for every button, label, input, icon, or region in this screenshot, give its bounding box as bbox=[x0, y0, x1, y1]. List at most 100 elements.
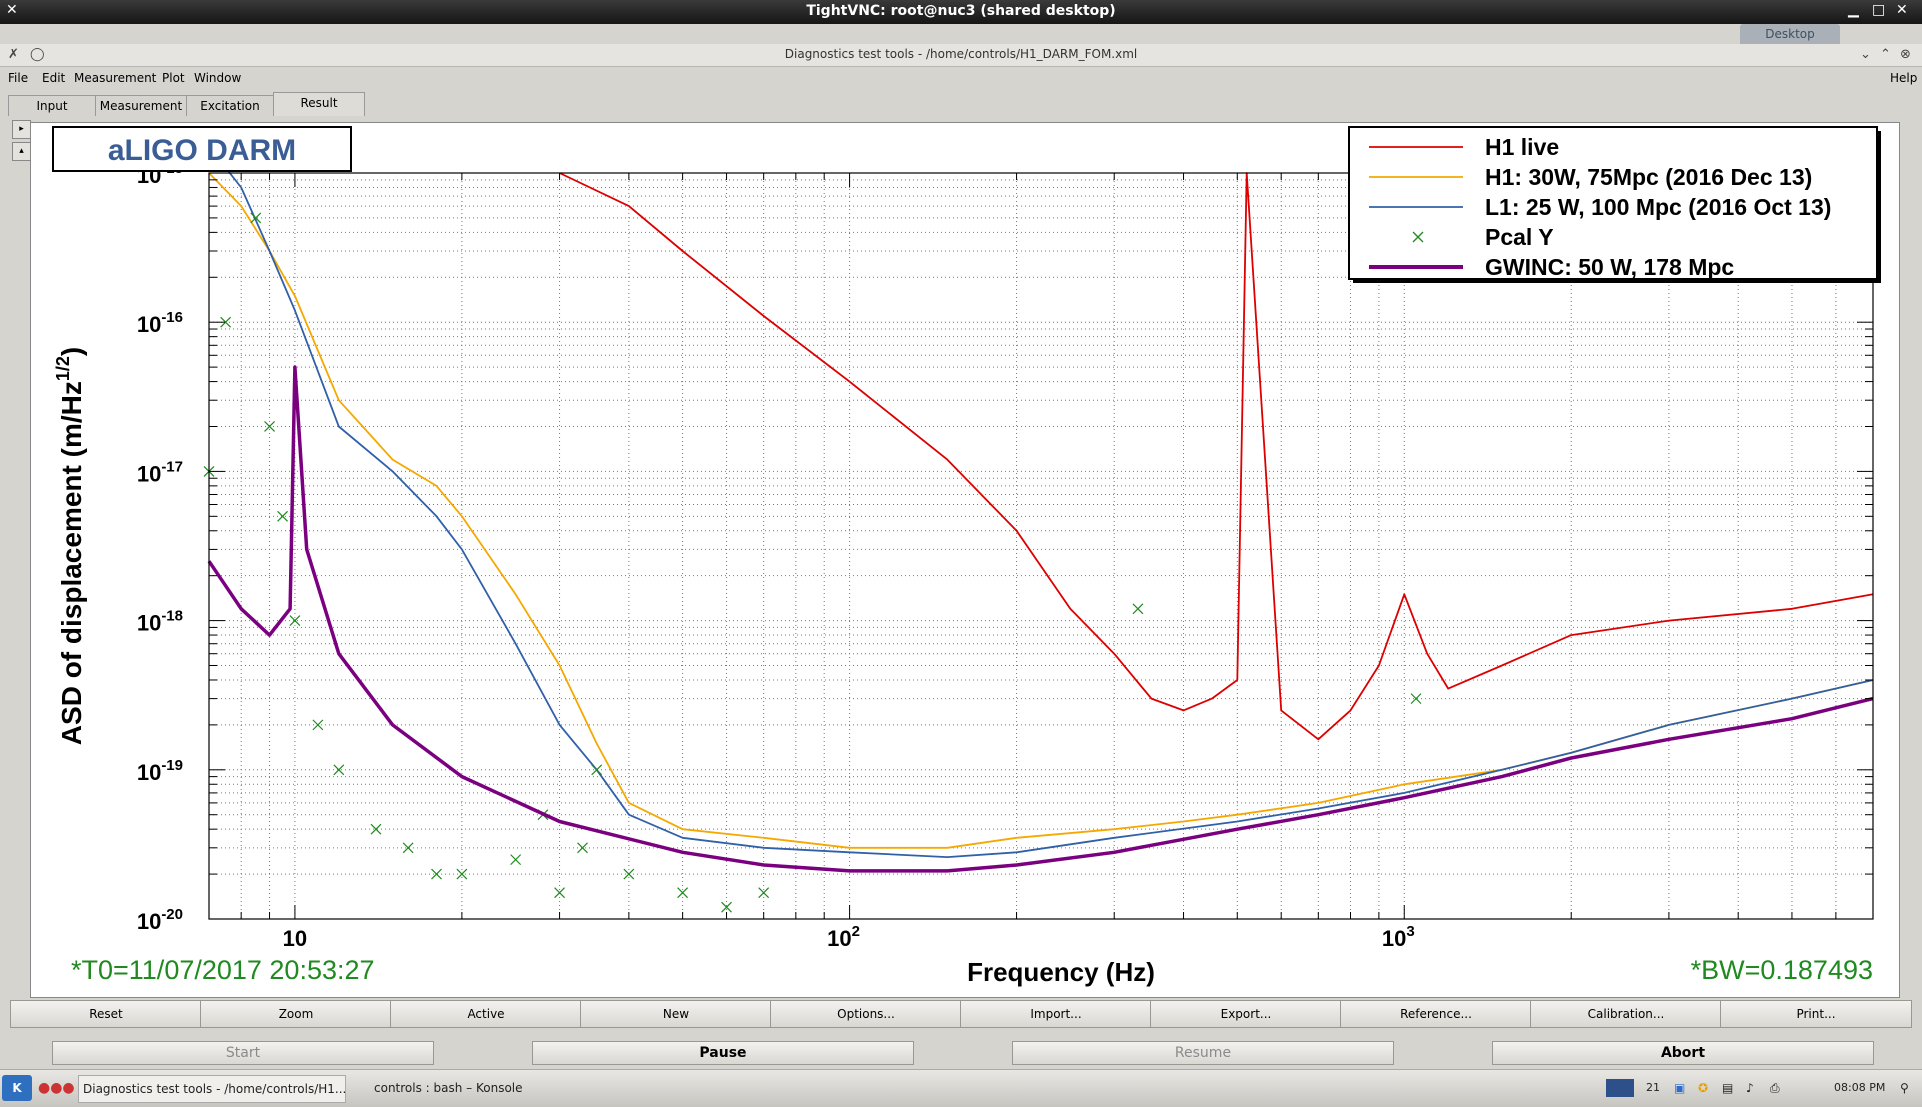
new-button[interactable]: New bbox=[580, 1000, 772, 1028]
x-axis-label: Frequency (Hz) bbox=[967, 957, 1155, 987]
collapse-up-icon[interactable]: ▴ bbox=[12, 142, 31, 161]
clipboard-icon[interactable]: ▤ bbox=[1722, 1081, 1734, 1095]
printer-icon[interactable]: ⎙ bbox=[1770, 1081, 1780, 1095]
active-button[interactable]: Active bbox=[390, 1000, 582, 1028]
pcal-marker bbox=[1132, 603, 1144, 615]
resume-button[interactable]: Resume bbox=[1012, 1041, 1394, 1065]
pcal-marker bbox=[250, 212, 262, 224]
pcal-marker bbox=[510, 854, 522, 866]
plot-frame bbox=[208, 172, 1874, 920]
network-icon[interactable]: ▣ bbox=[1674, 1081, 1686, 1095]
tab-excitation[interactable]: Excitation bbox=[186, 95, 274, 116]
pcal-marker-stroke bbox=[431, 868, 442, 880]
maximize-icon[interactable]: □ bbox=[1872, 2, 1886, 18]
pcal-marker bbox=[456, 868, 468, 880]
import-button[interactable]: Import... bbox=[960, 1000, 1152, 1028]
show-desktop-icon[interactable]: ⚲ bbox=[1900, 1081, 1909, 1095]
start-button[interactable]: Start bbox=[52, 1041, 434, 1065]
close-icon[interactable]: ✕ bbox=[1896, 2, 1908, 18]
pcal-marker bbox=[721, 901, 732, 913]
legend: H1 live H1: 30W, 75Mpc (2016 Dec 13) L1: 2… bbox=[1348, 126, 1881, 283]
menu-edit[interactable]: Edit bbox=[42, 71, 66, 85]
run-control-buttons: Start Pause Resume Abort bbox=[52, 1041, 1874, 1065]
options-button[interactable]: Options... bbox=[770, 1000, 962, 1028]
kde-menu-icon[interactable]: K bbox=[2, 1075, 32, 1101]
side-arrows: ▸ ▴ bbox=[12, 120, 31, 164]
pcal-marker bbox=[264, 421, 275, 432]
legend-label: GWINC: 50 W, 178 Mpc bbox=[1485, 254, 1734, 280]
pcal-marker bbox=[554, 887, 565, 899]
x-tick-label: 103 bbox=[1382, 923, 1415, 951]
title-box: aLIGO DARM bbox=[52, 126, 352, 172]
menu-plot[interactable]: Plot bbox=[162, 71, 185, 85]
menu-help[interactable]: Help bbox=[1890, 71, 1918, 85]
pcal-marker-stroke bbox=[289, 615, 301, 627]
taskbar: K ●●● Diagnostics test tools - /home/con… bbox=[0, 1069, 1922, 1107]
pcal-marker-stroke bbox=[510, 854, 522, 866]
tab-result[interactable]: Result bbox=[273, 92, 365, 116]
tab-measurement[interactable]: Measurement bbox=[95, 95, 187, 116]
reference-button[interactable]: Reference... bbox=[1340, 1000, 1532, 1028]
legend-marker bbox=[1412, 231, 1424, 243]
legend-label: Pcal Y bbox=[1485, 224, 1554, 250]
tab-input[interactable]: Input bbox=[8, 95, 96, 116]
pcal-marker bbox=[577, 842, 588, 854]
menu-window[interactable]: Window bbox=[194, 71, 242, 85]
pcal-marker-stroke bbox=[456, 868, 468, 880]
vnc-menu-icon[interactable]: ✕ bbox=[6, 2, 18, 18]
print-button[interactable]: Print... bbox=[1720, 1000, 1912, 1028]
chart-title: aLIGO DARM bbox=[108, 134, 296, 167]
app-maximize-icon[interactable]: ⌃ bbox=[1880, 47, 1891, 62]
clock: 08:08 PM bbox=[1834, 1081, 1886, 1094]
menu-file[interactable]: File bbox=[8, 71, 29, 85]
pcal-marker-stroke bbox=[677, 887, 689, 899]
series-line-2 bbox=[208, 146, 1874, 858]
volume-icon[interactable]: ♪ bbox=[1746, 1081, 1754, 1095]
pcal-marker-stroke bbox=[623, 868, 635, 880]
expand-right-icon[interactable]: ▸ bbox=[12, 120, 31, 139]
desktop-number[interactable]: 21 bbox=[1646, 1081, 1660, 1094]
pcal-marker-stroke bbox=[1410, 693, 1422, 705]
task-konsole[interactable]: controls : bash – Konsole bbox=[374, 1081, 523, 1095]
export-button[interactable]: Export... bbox=[1150, 1000, 1342, 1028]
app-menu-icon[interactable]: ✗ bbox=[8, 47, 19, 62]
app-minimize-icon[interactable]: ⌄ bbox=[1860, 47, 1871, 62]
pcal-marker-stroke bbox=[333, 764, 345, 776]
y-tick-label: 10-17 bbox=[137, 458, 183, 486]
pcal-marker-stroke bbox=[591, 764, 603, 776]
y-axis-label: ASD of displacement (m/Hz1/2) bbox=[53, 347, 87, 745]
app-title-bar: ✗ ◯ Diagnostics test tools - /home/contr… bbox=[0, 44, 1922, 67]
pcal-marker-stroke bbox=[402, 842, 414, 854]
legend-label: L1: 25 W, 100 Mpc (2016 Oct 13) bbox=[1485, 194, 1831, 220]
abort-button[interactable]: Abort bbox=[1492, 1041, 1874, 1065]
zoom-button[interactable]: Zoom bbox=[200, 1000, 392, 1028]
task-diagnostics[interactable]: Diagnostics test tools - /home/controls/… bbox=[78, 1075, 346, 1103]
calibration-button[interactable]: Calibration... bbox=[1530, 1000, 1722, 1028]
monitor-icon[interactable] bbox=[1606, 1079, 1634, 1097]
pause-button[interactable]: Pause bbox=[532, 1041, 914, 1065]
pager-dots-icon[interactable]: ●●● bbox=[38, 1080, 75, 1096]
update-icon[interactable]: ✪ bbox=[1698, 1081, 1709, 1095]
series-line-0 bbox=[559, 172, 1874, 741]
pcal-marker-stroke bbox=[220, 316, 232, 328]
menu-measurement[interactable]: Measurement bbox=[74, 71, 157, 85]
bw-label: *BW=0.187493 bbox=[1691, 955, 1873, 985]
pcal-marker bbox=[591, 764, 603, 776]
minimize-icon[interactable]: ▁ bbox=[1848, 2, 1859, 18]
series-line-1 bbox=[208, 172, 1874, 849]
x-tick-label: 102 bbox=[827, 923, 860, 951]
pcal-marker-stroke bbox=[277, 510, 288, 522]
app-close-icon[interactable]: ⊗ bbox=[1900, 47, 1911, 62]
app-pin-icon[interactable]: ◯ bbox=[30, 47, 45, 62]
series-line-4 bbox=[207, 365, 1874, 873]
pcal-marker bbox=[289, 615, 301, 627]
reset-button[interactable]: Reset bbox=[10, 1000, 202, 1028]
pcal-marker bbox=[677, 887, 689, 899]
y-tick-label: 10-20 bbox=[137, 906, 183, 934]
pcal-marker bbox=[220, 316, 232, 328]
desktop-tab[interactable]: Desktop bbox=[1740, 24, 1840, 44]
pcal-marker-stroke bbox=[370, 823, 382, 835]
pcal-marker bbox=[402, 842, 414, 854]
